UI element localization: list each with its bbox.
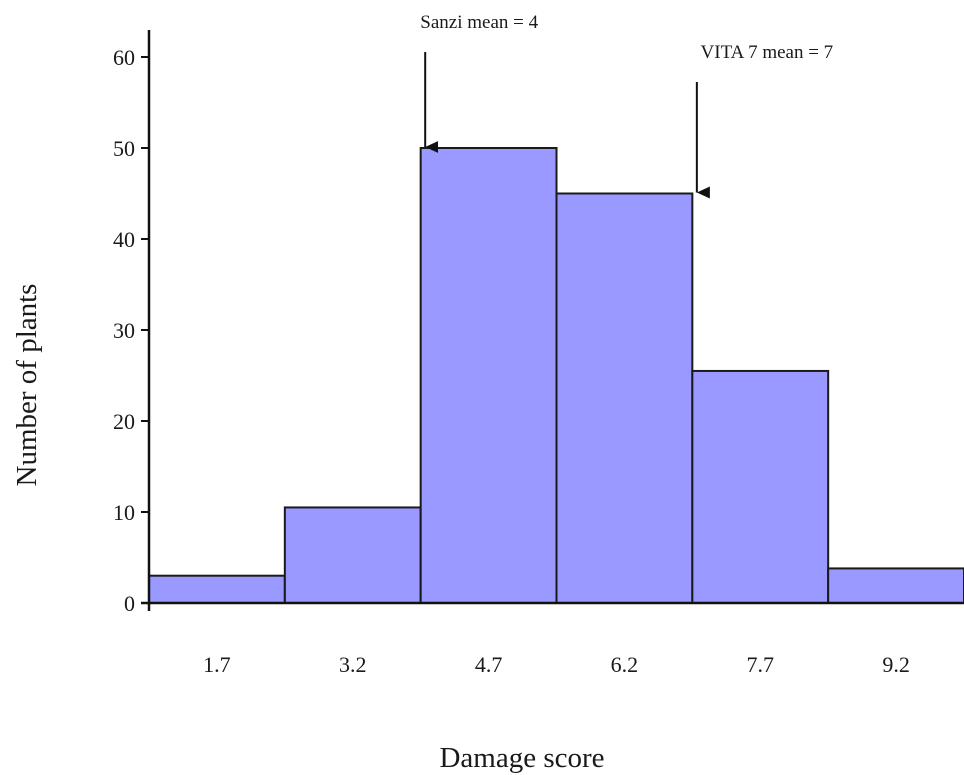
- histogram-bar-9.2: [827, 567, 964, 604]
- annotation-label-1: Sanzi mean = 4: [420, 12, 538, 33]
- y-tick-label-60: 60: [113, 45, 135, 70]
- annotation-label-2: VITA 7 mean = 7: [701, 42, 834, 63]
- y-tick-label-50: 50: [113, 136, 135, 161]
- y-tick-label-10: 10: [113, 500, 135, 525]
- y-ticks: 0 10 20 30 40 50 60: [113, 45, 149, 616]
- histogram-bar-4.7: [419, 147, 558, 604]
- x-tick-label-7.7: 7.7: [747, 652, 775, 677]
- y-axis-title: Number of plants: [11, 284, 43, 487]
- histogram-bar-6.2: [555, 192, 694, 604]
- x-tick-label-6.2: 6.2: [611, 652, 639, 677]
- y-tick-label-20: 20: [113, 409, 135, 434]
- histogram-bar-7.7: [691, 369, 830, 605]
- x-tick-label-4.7: 4.7: [475, 652, 503, 677]
- y-tick-label-30: 30: [113, 318, 135, 343]
- histogram-bar-1.7: [148, 574, 286, 605]
- bars-layer: [148, 147, 964, 605]
- x-tick-label-3.2: 3.2: [339, 652, 367, 677]
- x-tick-label-1.7: 1.7: [203, 652, 231, 677]
- annotations: Sanzi mean = 4 VITA 7 mean = 7: [420, 12, 834, 199]
- x-tick-label-9.2: 9.2: [882, 652, 910, 677]
- axes-layer: [141, 30, 964, 611]
- y-tick-label-40: 40: [113, 227, 135, 252]
- y-tick-label-0: 0: [124, 591, 135, 616]
- x-axis-title: Damage score: [439, 742, 604, 774]
- histogram-bar-3.2: [283, 506, 422, 605]
- x-ticks: 1.7 3.2 4.7 6.2 7.7 9.2: [203, 652, 910, 677]
